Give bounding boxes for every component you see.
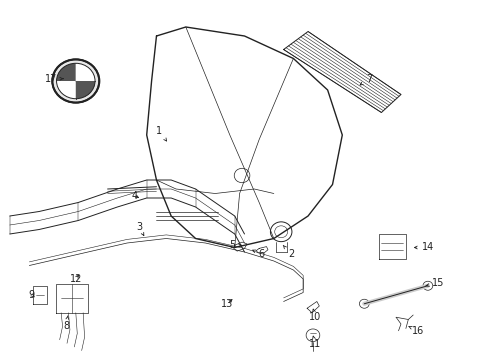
Wedge shape xyxy=(57,81,76,99)
Text: 12: 12 xyxy=(69,274,82,284)
Text: 7: 7 xyxy=(360,74,371,85)
Wedge shape xyxy=(76,63,95,81)
Text: 5: 5 xyxy=(229,240,241,250)
Text: 16: 16 xyxy=(408,326,424,336)
Text: 11: 11 xyxy=(308,336,321,349)
Text: 9: 9 xyxy=(29,290,35,300)
Text: 17: 17 xyxy=(45,74,63,84)
Text: 15: 15 xyxy=(425,279,443,288)
Text: 8: 8 xyxy=(63,316,69,331)
Wedge shape xyxy=(57,63,76,81)
Text: 3: 3 xyxy=(136,222,143,235)
Text: 2: 2 xyxy=(283,245,293,259)
Text: 10: 10 xyxy=(308,309,321,322)
Text: 1: 1 xyxy=(156,126,166,141)
Wedge shape xyxy=(76,81,95,99)
Text: 6: 6 xyxy=(252,249,264,259)
Text: 4: 4 xyxy=(131,191,138,201)
Text: 14: 14 xyxy=(414,243,433,252)
Circle shape xyxy=(52,59,99,103)
Text: 13: 13 xyxy=(221,299,233,309)
